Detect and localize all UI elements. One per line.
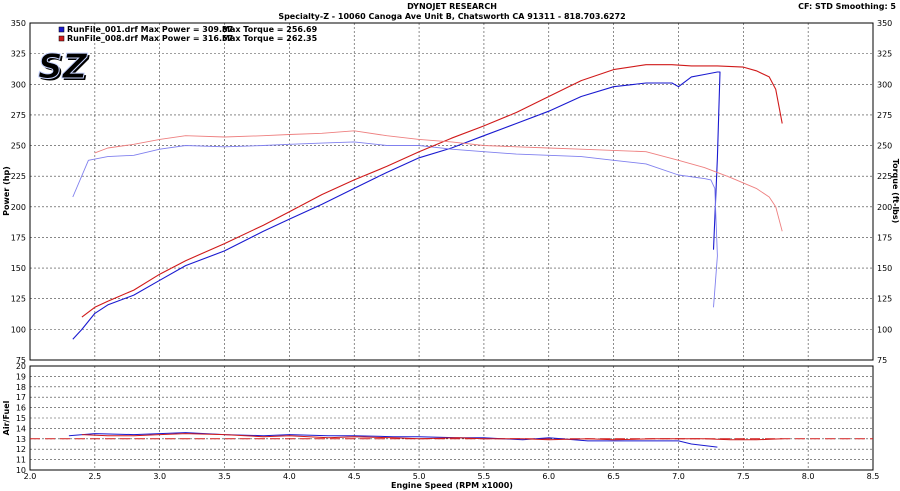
rpm-tick-label: 3.5 [218, 472, 231, 481]
afr-tick-label: 17 [16, 393, 26, 402]
header-subtitle: Specialty-Z - 10060 Canoga Ave Unit B, C… [278, 12, 625, 21]
series-line-run008-power [81, 64, 783, 318]
power-tick-label: 250 [11, 142, 26, 151]
legend-torque-run008: Max Torque = 262.35 [222, 34, 318, 43]
torque-tick-label: 225 [877, 172, 892, 181]
rpm-tick-label: 5.5 [478, 472, 491, 481]
afr-tick-label: 20 [16, 362, 26, 371]
legend-label-run001: RunFile_001.drf Max Power = 309.87 [67, 25, 233, 34]
main-plot-frame [29, 22, 874, 361]
power-tick-label: 200 [11, 203, 26, 212]
afr-tick-label: 19 [16, 372, 26, 381]
torque-tick-label: 250 [877, 142, 892, 151]
rpm-tick-label: 4.0 [283, 472, 296, 481]
torque-tick-label: 275 [877, 111, 892, 120]
legend-swatch-run008 [58, 35, 65, 42]
torque-tick-label: 150 [877, 264, 892, 273]
rpm-tick-label: 7.5 [737, 472, 750, 481]
rpm-tick-label: 8.0 [802, 472, 815, 481]
power-axis-ticks: 75 100 125 150 175 200 225 250 275 300 325 350 [11, 19, 26, 365]
power-tick-label: 75 [16, 356, 26, 365]
legend-swatch-run001 [58, 26, 65, 33]
afr-tick-label: 10 [16, 466, 26, 475]
power-tick-label: 100 [11, 325, 26, 334]
power-tick-label: 150 [11, 264, 26, 273]
torque-tick-label: 200 [877, 203, 892, 212]
power-axis-label: Power (hp) [2, 166, 11, 216]
torque-tick-label: 350 [877, 19, 892, 28]
sz-logo: SZ SZ [38, 47, 91, 90]
rpm-tick-label: 6.0 [542, 472, 555, 481]
rpm-tick-label: 8.5 [867, 472, 880, 481]
torque-tick-label: 175 [877, 233, 892, 242]
legend-torque-run001: Max Torque = 256.69 [222, 25, 318, 34]
torque-tick-label: 325 [877, 50, 892, 59]
legend: RunFile_001.drf Max Power = 309.87 Max T… [58, 25, 318, 43]
rpm-tick-label: 5.0 [413, 472, 426, 481]
rpm-tick-label: 4.5 [348, 472, 361, 481]
torque-tick-label: 125 [877, 295, 892, 304]
power-tick-label: 125 [11, 295, 26, 304]
rpm-axis-ticks: 2.0 2.5 3.0 3.5 4.0 4.5 5.0 5.5 6.0 6.5 7.0 7.5 8.0 8… [24, 472, 880, 481]
series-line-run001-power [72, 71, 721, 340]
sz-logo-shadow: SZ [40, 49, 90, 89]
main-series [72, 64, 783, 340]
torque-axis-label: Torque (ft-lbs) [891, 159, 900, 224]
legend-label-run008: RunFile_008.drf Max Power = 316.57 [67, 34, 233, 43]
afr-tick-label: 11 [16, 456, 26, 465]
afr-tick-label: 15 [16, 414, 26, 423]
series-line-run008-afr [81, 433, 783, 441]
power-tick-label: 275 [11, 111, 26, 120]
rpm-tick-label: 7.0 [672, 472, 685, 481]
afr-tick-label: 16 [16, 404, 26, 413]
afr-tick-label: 14 [16, 424, 26, 433]
afr-tick-label: 18 [16, 383, 26, 392]
power-tick-label: 325 [11, 50, 26, 59]
header-title: DYNOJET RESEARCH [407, 2, 497, 11]
afr-series [30, 432, 873, 448]
power-tick-label: 300 [11, 80, 26, 89]
series-line-run008-torque [94, 130, 783, 232]
series-line-run001-torque [72, 141, 718, 308]
header-cf-smoothing: CF: STD Smoothing: 5 [798, 2, 896, 11]
rpm-tick-label: 6.5 [607, 472, 620, 481]
power-tick-label: 350 [11, 19, 26, 28]
rpm-tick-label: 2.0 [24, 472, 37, 481]
torque-tick-label: 100 [877, 325, 892, 334]
series-line-run001-afr [68, 432, 718, 448]
afr-tick-label: 12 [16, 445, 26, 454]
torque-tick-label: 75 [877, 356, 887, 365]
rpm-axis-label: Engine Speed (RPM x1000) [391, 481, 513, 490]
rpm-tick-label: 3.0 [153, 472, 166, 481]
sz-logo-text: SZ [38, 47, 88, 87]
afr-grid [30, 366, 873, 470]
afr-tick-label: 13 [16, 435, 26, 444]
power-tick-label: 225 [11, 172, 26, 181]
torque-tick-label: 300 [877, 80, 892, 89]
afr-axis-label: Air/Fuel [2, 400, 11, 435]
torque-axis-ticks: 75 100 125 150 175 200 225 250 275 300 325 350 [877, 19, 892, 365]
rpm-tick-label: 2.5 [88, 472, 101, 481]
power-tick-label: 175 [11, 233, 26, 242]
main-grid [30, 23, 873, 360]
